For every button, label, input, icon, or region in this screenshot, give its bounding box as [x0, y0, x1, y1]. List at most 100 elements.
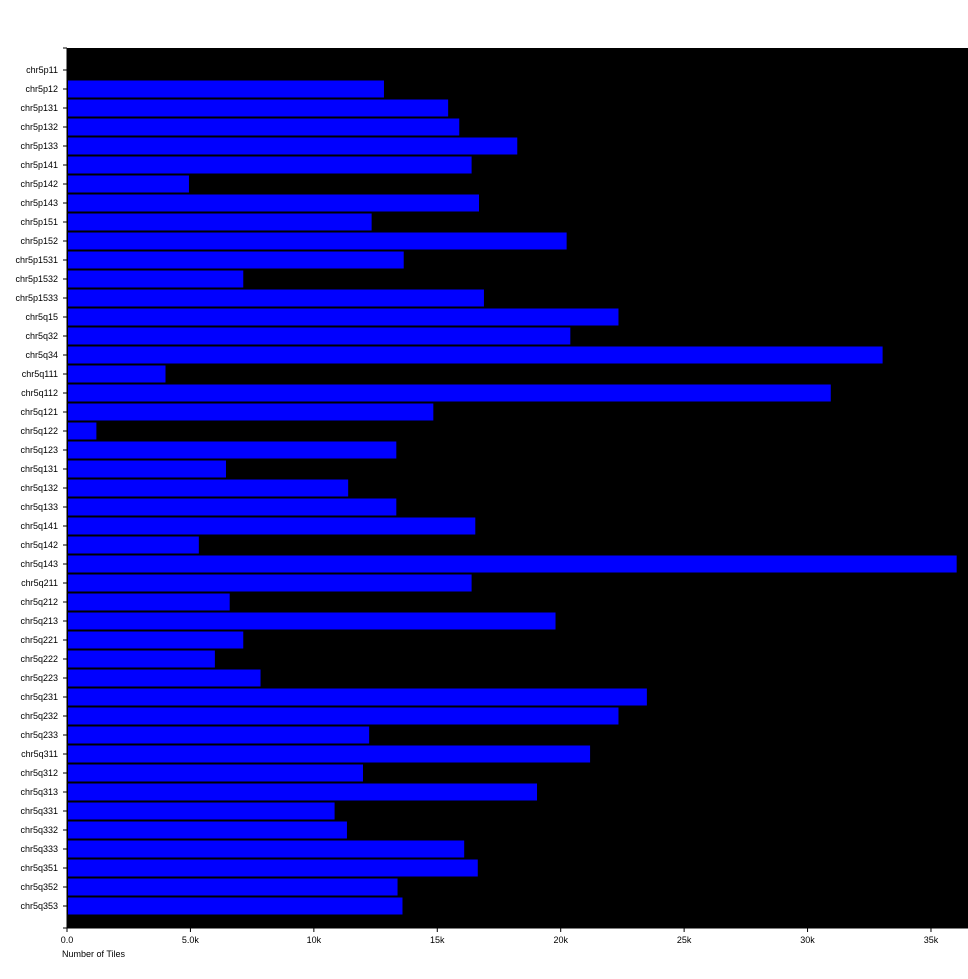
y-tick-label: chr5q213 [20, 616, 58, 626]
bar-chr5q112 [68, 384, 831, 402]
y-tick-label: chr5p11 [26, 65, 58, 75]
y-tick-label: chr5p1532 [15, 274, 58, 284]
bar-chr5q311 [68, 745, 591, 763]
bar-chr5q34 [68, 346, 883, 364]
bar-chr5q111 [68, 365, 166, 383]
y-tick-label: chr5q122 [20, 426, 58, 436]
y-tick-label: chr5q233 [20, 730, 58, 740]
y-tick-label: chr5q353 [20, 901, 58, 911]
bar-chr5q121 [68, 403, 434, 421]
y-tick-label: chr5q123 [20, 445, 58, 455]
y-tick-label: chr5p132 [20, 122, 58, 132]
bar-chr5p142 [68, 175, 189, 193]
bar-chr5p1532 [68, 270, 244, 288]
y-tick-label: chr5p131 [20, 103, 58, 113]
y-tick-label: chr5q212 [20, 597, 58, 607]
bar-chr5q213 [68, 612, 556, 630]
bar-chr5q332 [68, 821, 347, 839]
y-tick-label: chr5q221 [20, 635, 58, 645]
bar-chr5q142 [68, 536, 199, 554]
y-tick-label: chr5p151 [20, 217, 58, 227]
y-tick-label: chr5q223 [20, 673, 58, 683]
x-tick-label: 20k [553, 935, 568, 945]
y-tick-label: chr5q351 [20, 863, 58, 873]
bar-chr5p143 [68, 194, 480, 212]
y-tick-label: chr5p12 [25, 84, 58, 94]
y-tick-label: chr5p142 [20, 179, 58, 189]
y-axis: chr5p11 chr5p12 chr5p131 chr5p132 chr5p133 ch… [15, 47, 67, 929]
x-tick-label: 10k [307, 935, 322, 945]
y-tick-label: chr5p143 [20, 198, 58, 208]
y-tick-label: chr5q132 [20, 483, 58, 493]
bar-chr5q211 [68, 574, 472, 592]
bar-chr5q143 [68, 555, 957, 573]
bar-chr5p151 [68, 213, 372, 231]
bar-chr5q141 [68, 517, 476, 535]
bar-chr5q353 [68, 897, 403, 915]
y-tick-label: chr5q211 [21, 578, 58, 588]
bar-chr5q131 [68, 460, 226, 478]
y-tick-label: chr5q311 [21, 749, 58, 759]
y-tick-label: chr5q231 [20, 692, 58, 702]
y-tick-label: chr5q34 [25, 350, 58, 360]
bar-chr5q352 [68, 878, 398, 896]
bar-chr5p1533 [68, 289, 484, 307]
y-tick-label: chr5p152 [20, 236, 58, 246]
bar-chr5q133 [68, 498, 397, 516]
y-tick-label: chr5p1531 [15, 255, 58, 265]
bar-chr5p131 [68, 99, 449, 117]
y-tick-label: chr5q222 [20, 654, 58, 664]
y-tick-label: chr5q332 [20, 825, 58, 835]
bar-chr5q333 [68, 840, 465, 858]
bar-chr5q351 [68, 859, 478, 877]
bar-chr5q122 [68, 422, 97, 440]
y-tick-label: chr5q232 [20, 711, 58, 721]
x-tick-label: 0.0 [61, 935, 74, 945]
bar-chr5q331 [68, 802, 335, 820]
x-tick-label: 15k [430, 935, 445, 945]
bar-chr5q313 [68, 783, 538, 801]
y-tick-label: chr5q112 [21, 388, 58, 398]
y-tick-label: chr5q312 [20, 768, 58, 778]
x-tick-label: 25k [677, 935, 692, 945]
x-axis-title: Number of Tiles [62, 949, 126, 959]
y-tick-label: chr5p133 [20, 141, 58, 151]
y-tick-label: chr5q141 [20, 521, 58, 531]
bar-chr5q233 [68, 726, 370, 744]
bar-chr5p132 [68, 118, 460, 136]
bar-chr5q132 [68, 479, 349, 497]
bar-chr5p1531 [68, 251, 404, 269]
bar-chr5q212 [68, 593, 230, 611]
bar-chr5p133 [68, 137, 518, 155]
y-tick-label: chr5p1533 [15, 293, 58, 303]
bar-chr5q231 [68, 688, 647, 706]
x-axis: 0.0 5.0k 10k 15k 20k 25k 30k 35k [61, 928, 939, 945]
bar-chr5q232 [68, 707, 619, 725]
y-tick-label: chr5q111 [22, 369, 58, 379]
y-tick-label: chr5q333 [20, 844, 58, 854]
y-tick-label: chr5q142 [20, 540, 58, 550]
y-tick-label: chr5q313 [20, 787, 58, 797]
bar-chr5q221 [68, 631, 244, 649]
bar-chr5p152 [68, 232, 567, 250]
y-tick-label: chr5q331 [20, 806, 58, 816]
x-tick-label: 5.0k [182, 935, 200, 945]
y-tick-label: chr5q143 [20, 559, 58, 569]
bar-chr5q222 [68, 650, 215, 668]
y-tick-label: chr5q133 [20, 502, 58, 512]
y-tick-label: chr5q15 [25, 312, 58, 322]
y-tick-label: chr5q121 [20, 407, 58, 417]
y-tick-label: chr5q352 [20, 882, 58, 892]
y-tick-label: chr5q32 [25, 331, 58, 341]
bar-chr5q123 [68, 441, 397, 459]
bars-group [68, 80, 957, 915]
bar-chr5q312 [68, 764, 363, 782]
y-tick-label: chr5p141 [20, 160, 58, 170]
bar-chr5q32 [68, 327, 571, 345]
bar-chr5p12 [68, 80, 384, 98]
bar-chr5p141 [68, 156, 472, 174]
bar-chr5q15 [68, 308, 619, 326]
x-tick-label: 30k [800, 935, 815, 945]
x-tick-label: 35k [924, 935, 939, 945]
